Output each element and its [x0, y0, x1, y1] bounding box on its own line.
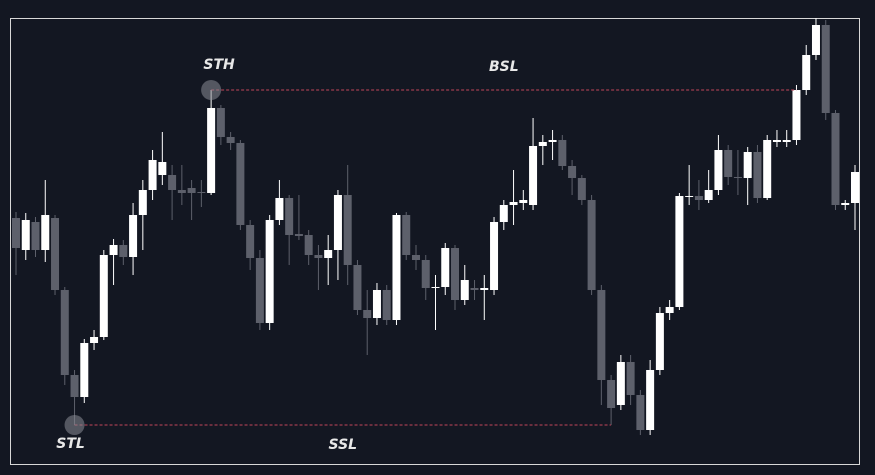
candle-body	[255, 258, 264, 323]
candle-body	[655, 313, 664, 370]
candle-body	[811, 25, 820, 55]
candle-body	[382, 290, 391, 320]
candle-body	[129, 215, 138, 257]
candle-body	[802, 55, 811, 90]
candle-body	[831, 113, 840, 205]
candle-body	[90, 337, 99, 343]
candle-body	[509, 202, 518, 205]
candle-body	[21, 220, 30, 250]
candle-body	[70, 375, 79, 397]
candle-body	[470, 288, 479, 290]
candle-body	[343, 195, 352, 265]
candle-body	[763, 140, 772, 198]
candle-body	[480, 288, 489, 290]
candle-body	[168, 175, 177, 190]
candle-body	[265, 220, 274, 323]
candle-body	[187, 188, 196, 193]
candle-body	[577, 178, 586, 200]
candle-body	[675, 196, 684, 307]
candle-body	[41, 215, 50, 250]
candle-body	[216, 108, 225, 137]
candle-body	[363, 310, 372, 318]
candle-body	[402, 215, 411, 255]
candle-body	[753, 152, 762, 198]
candle-body	[772, 140, 781, 142]
candle-body	[597, 290, 606, 380]
candle-body	[558, 140, 567, 166]
candle-body	[275, 198, 284, 220]
level-label: SSL	[329, 437, 358, 453]
candle-body	[665, 307, 674, 313]
candle-body	[372, 290, 381, 318]
candle-body	[704, 190, 713, 200]
candle-body	[694, 196, 703, 200]
candle-body	[285, 198, 294, 235]
candle-body	[314, 255, 323, 258]
level-label: BSL	[489, 59, 519, 75]
candle-body	[324, 250, 333, 258]
candle-body	[821, 25, 830, 113]
candle-body	[226, 137, 235, 143]
candle-body	[119, 245, 128, 257]
candle-body	[607, 380, 616, 408]
candle-body	[538, 142, 547, 146]
candle-body	[80, 343, 89, 397]
pivot-marker	[64, 415, 85, 435]
candle-body	[460, 280, 469, 300]
candle-body	[626, 362, 635, 395]
candle-body	[411, 255, 420, 260]
candle-body	[782, 140, 791, 142]
candle-body	[529, 146, 538, 205]
candle-body	[138, 190, 147, 215]
candle-body	[148, 160, 157, 190]
candle-body	[177, 190, 186, 193]
candle-body	[246, 225, 255, 258]
candle-body	[31, 222, 40, 250]
candle-body	[207, 108, 216, 193]
candle-body	[158, 162, 167, 175]
candle-body	[685, 196, 694, 197]
candle-body	[109, 245, 118, 255]
candle-body	[636, 395, 645, 430]
candle-body	[12, 218, 20, 248]
candle-body	[519, 200, 528, 203]
frame	[10, 18, 860, 465]
candle-body	[353, 265, 362, 310]
candle-body	[451, 248, 460, 300]
candle-body	[333, 195, 342, 250]
candle-body	[294, 234, 303, 236]
candle-body	[724, 150, 733, 177]
candle-body	[499, 205, 508, 222]
candle-body	[304, 235, 313, 255]
pivot-marker	[201, 80, 222, 100]
candle-body	[646, 370, 655, 430]
candle-body	[441, 248, 450, 287]
candle-body	[392, 215, 401, 320]
pivot-label: STL	[56, 436, 85, 452]
candle-body	[431, 287, 440, 288]
candle-body	[60, 290, 69, 375]
candle-body	[587, 200, 596, 290]
pivot-label: STH	[203, 57, 235, 73]
candle-body	[197, 192, 206, 193]
candle-body	[490, 222, 499, 290]
candle-body	[421, 260, 430, 288]
candle-body	[99, 255, 108, 337]
candle-body	[51, 218, 60, 290]
candle-body	[236, 143, 245, 225]
candle-body	[841, 203, 850, 205]
candle-body	[792, 90, 801, 140]
candle-body	[743, 152, 752, 178]
candle-body	[616, 362, 625, 405]
candle-body	[714, 150, 723, 190]
candle-body	[733, 177, 742, 178]
candle-body	[548, 140, 557, 142]
candle-body	[851, 172, 859, 203]
candle-body	[568, 166, 577, 178]
